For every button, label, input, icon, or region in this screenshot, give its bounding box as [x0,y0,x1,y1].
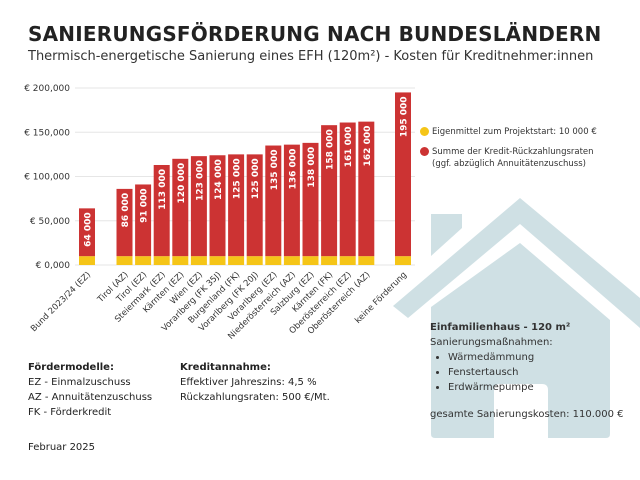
bar-eigenmittel [135,256,152,265]
date: Februar 2025 [28,442,96,453]
bar-eigenmittel [172,256,189,265]
legend-label: Eigenmittel zum Projektstart: 10 000 € [432,127,597,137]
measures-label: Sanierungsmaßnahmen: [430,337,553,348]
kreditannahme: Kreditannahme: Effektiver Jahreszins: 4,… [180,360,330,405]
bar-kredit [302,142,319,257]
measure-item: Wärmedämmung [448,350,624,365]
house-body [431,243,610,438]
foerdermodelle: Fördermodelle: EZ - Einmalzuschuss AZ - … [28,360,152,420]
measure-item: Erdwärmepumpe [448,380,624,395]
data-label: 195 000 [400,96,410,137]
data-label: 64 000 [84,212,94,246]
bar-eigenmittel [79,256,95,265]
y-tick-label: € 200,000 [24,84,70,94]
bar-kredit [339,122,356,257]
legend-eigenmittel: Eigenmittel zum Projektstart: 10 000 € [420,126,597,138]
data-label: 91 000 [140,188,150,222]
kredit-heading: Kreditannahme: [180,362,271,373]
model-item: FK - Förderkredit [28,407,112,418]
total-cost: gesamte Sanierungskosten: 110.000 € [430,409,624,420]
page-title: SANIERUNGSFÖRDERUNG NACH BUNDESLÄNDERN [28,22,602,46]
bar-kredit [153,164,170,257]
data-label: 125 000 [251,158,261,199]
measure-item: Fenstertausch [448,365,624,380]
data-label: 136 000 [288,149,298,190]
bar-eigenmittel [339,256,356,265]
bar-eigenmittel [116,256,133,265]
data-label: 158 000 [326,129,336,170]
data-label: 86 000 [121,193,131,227]
bar-eigenmittel [321,256,338,265]
bar-kredit [135,184,152,257]
model-item: EZ - Einmalzuschuss [28,377,131,388]
bar-kredit [395,92,411,257]
foerdermodelle-heading: Fördermodelle: [28,362,114,373]
legend-kredit: Summe der Kredit-Rückzahlungsraten (ggf. … [420,146,594,170]
bar-kredit [246,154,263,257]
bar-kredit [190,156,207,257]
data-label: 120 000 [177,163,187,204]
bar-kredit [172,158,189,257]
data-label: 124 000 [214,159,224,200]
data-label: 125 000 [233,158,243,199]
bar-eigenmittel [228,256,245,265]
bar-eigenmittel [283,256,300,265]
house-info: Einfamilienhaus - 120 m² Sanierungsmaßna… [430,320,624,422]
bar-eigenmittel [246,256,263,265]
legend-label: Summe der Kredit-Rückzahlungsraten [432,147,594,157]
house-chimney [431,214,462,256]
bar-eigenmittel [190,256,207,265]
bar-eigenmittel [265,256,282,265]
x-tick-label: Bund 2023/24 (EZ) [29,270,93,334]
bar-kredit [265,145,282,257]
house-roof [393,198,640,328]
data-label: 138 000 [307,147,317,188]
bar-eigenmittel [395,256,411,265]
bar-kredit [228,154,245,257]
data-label: 123 000 [195,160,205,201]
legend-red-swatch [420,147,429,156]
bar-kredit [358,121,375,257]
bar-eigenmittel [302,256,319,265]
bar-kredit [321,125,338,257]
y-tick-label: € 100,000 [24,173,70,183]
bar-kredit [79,208,95,257]
y-tick-label: € 0,000 [36,261,71,271]
info-heading: Einfamilienhaus - 120 m² [430,322,571,333]
bar-kredit [283,144,300,257]
data-label: 113 000 [158,169,168,210]
bar-eigenmittel [153,256,170,265]
bar-eigenmittel [209,256,226,265]
bar-eigenmittel [358,256,375,265]
y-tick-label: € 50,000 [30,217,70,227]
kredit-item: Effektiver Jahreszins: 4,5 % [180,377,317,388]
legend-yellow-swatch [420,127,429,136]
kredit-item: Rückzahlungsraten: 500 €/Mt. [180,392,330,403]
bar-kredit [116,188,133,257]
data-label: 135 000 [270,150,280,191]
y-tick-label: € 150,000 [24,128,70,138]
page-subtitle: Thermisch-energetische Sanierung eines E… [28,49,594,64]
bar-kredit [209,155,226,257]
data-label: 162 000 [363,126,373,167]
data-label: 161 000 [344,127,354,168]
legend-label-note: (ggf. abzüglich Annuitätenzuschuss) [432,159,586,169]
model-item: AZ - Annuitätenzuschuss [28,392,153,403]
